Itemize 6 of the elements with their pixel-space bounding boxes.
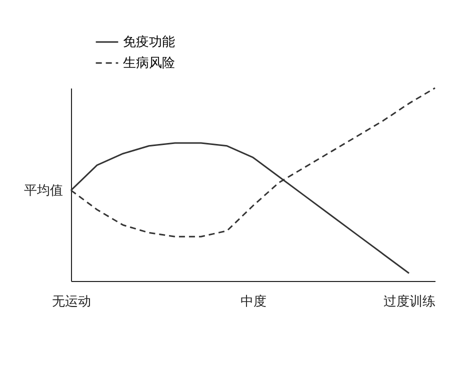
- annotation: 平均值: [24, 183, 63, 198]
- x-tick-label: 过度训练: [384, 294, 436, 310]
- x-tick-label: 无运动: [52, 294, 91, 310]
- legend-label: 免疫功能: [123, 35, 175, 50]
- x-tick-label: 中度: [240, 294, 266, 310]
- legend-label: 生病风险: [123, 56, 175, 71]
